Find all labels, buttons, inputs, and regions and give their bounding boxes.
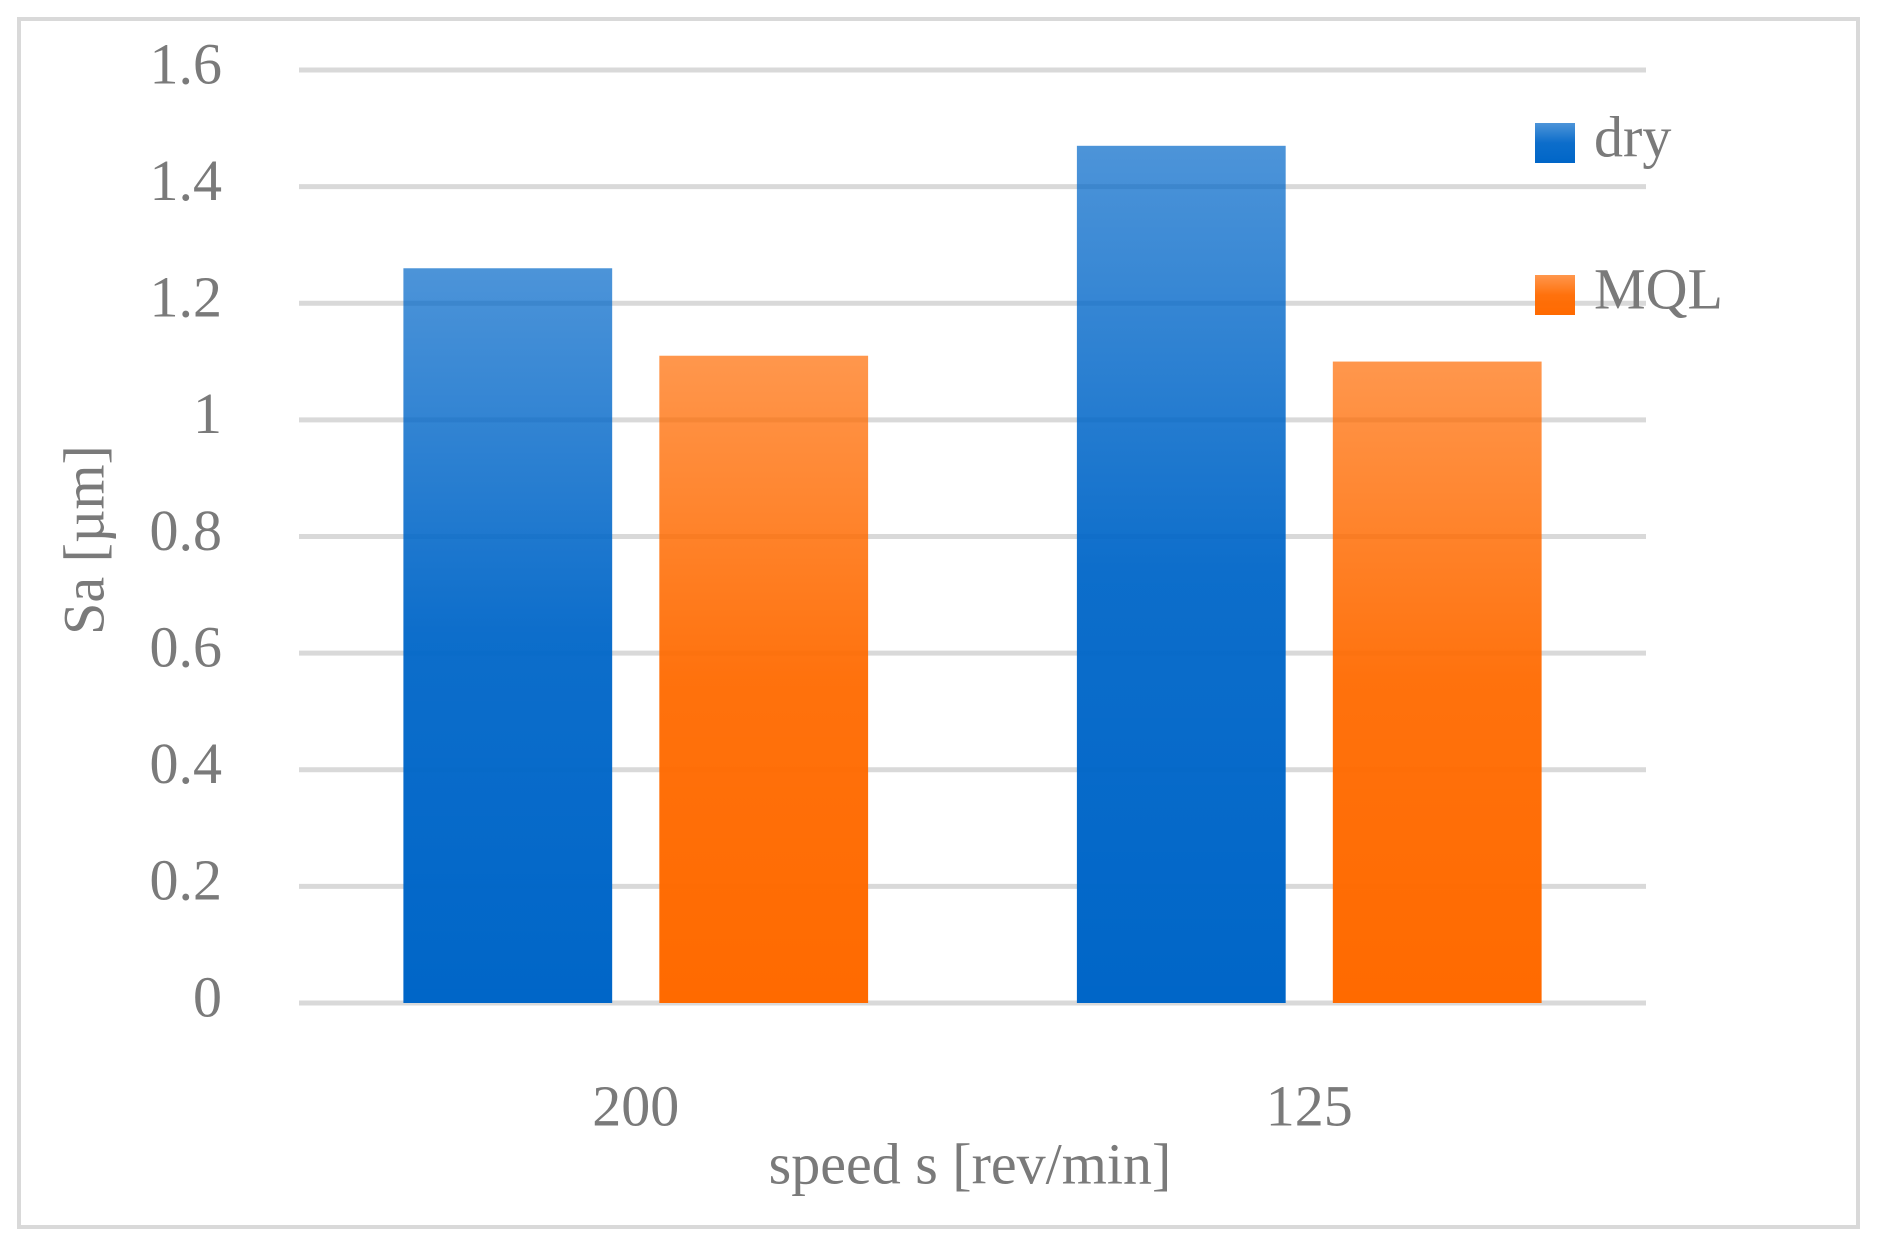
legend-swatch — [1535, 275, 1575, 315]
y-axis-label: Sa [µm] — [51, 445, 116, 635]
x-axis-label: speed s [rev/min] — [769, 1131, 1172, 1196]
y-tick-label: 1 — [193, 381, 222, 446]
y-tick-label: 0.8 — [150, 498, 223, 563]
x-tick-label: 125 — [1266, 1073, 1353, 1138]
y-tick-label: 0.4 — [150, 731, 223, 796]
bar — [1076, 145, 1286, 1003]
x-tick-label: 200 — [592, 1073, 679, 1138]
legend-label: MQL — [1594, 256, 1723, 321]
y-tick-label: 0.6 — [150, 614, 223, 679]
bar — [403, 268, 613, 1003]
y-tick-label: 1.2 — [150, 265, 223, 330]
y-tick-label: 0.2 — [150, 848, 223, 913]
chart-frame — [17, 17, 1860, 1229]
bar — [1332, 361, 1542, 1003]
legend-label: dry — [1594, 104, 1671, 169]
bar — [659, 355, 869, 1003]
y-tick-label: 1.4 — [150, 148, 223, 213]
legend-swatch — [1535, 123, 1575, 163]
y-tick-label: 0 — [193, 964, 222, 1029]
y-tick-label: 1.6 — [150, 31, 223, 96]
